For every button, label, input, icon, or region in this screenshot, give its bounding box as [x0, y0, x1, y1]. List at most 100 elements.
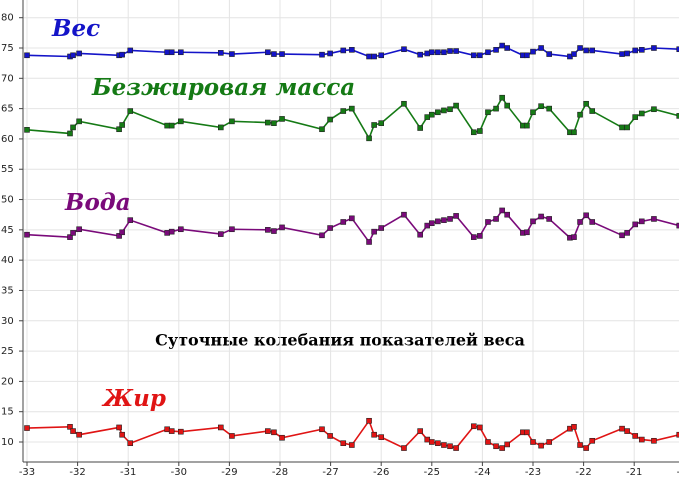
data-point: [76, 118, 82, 125]
data-point: [279, 224, 285, 231]
series-line: [26, 419, 679, 450]
data-point: [676, 46, 679, 53]
data-point: [229, 433, 235, 439]
data-point: [319, 51, 325, 58]
data-point: [168, 428, 175, 434]
data-point: [217, 124, 224, 131]
data-point: [530, 439, 536, 445]
data-point: [327, 433, 333, 439]
data-point: [366, 135, 372, 142]
data-point: [589, 219, 596, 225]
data-point: [319, 126, 325, 133]
data-point: [229, 51, 235, 57]
data-point: [428, 220, 435, 226]
data-point: [164, 230, 170, 236]
data-point: [378, 225, 385, 231]
data-point: [76, 431, 82, 438]
data-point: [632, 114, 639, 120]
data-point: [319, 426, 325, 433]
data-point: [271, 51, 277, 57]
x-tick-label: -23: [525, 467, 541, 478]
data-point: [327, 50, 333, 57]
data-point: [127, 440, 134, 447]
data-point: [271, 228, 277, 234]
data-point: [493, 47, 499, 53]
data-point: [619, 51, 625, 57]
series-label: Жир: [101, 385, 166, 412]
y-tick-label: 60: [1, 134, 14, 145]
data-point: [493, 216, 499, 222]
data-point: [24, 127, 30, 133]
data-point: [589, 437, 596, 444]
data-point: [67, 130, 73, 137]
data-point: [546, 439, 552, 445]
x-tick-label: -22: [575, 467, 591, 478]
data-point: [428, 439, 435, 445]
y-tick-label: 80: [1, 13, 14, 24]
data-point: [265, 49, 271, 56]
data-point: [70, 124, 76, 131]
data-point: [546, 51, 552, 57]
data-point: [577, 219, 583, 225]
y-tick-label: 65: [1, 104, 14, 115]
data-point: [366, 417, 372, 424]
x-tick-label: -27: [322, 467, 338, 478]
data-point: [453, 102, 459, 109]
data-point: [470, 129, 477, 136]
data-point: [401, 46, 407, 53]
data-point: [447, 216, 453, 222]
data-point: [164, 122, 170, 129]
data-point: [441, 107, 447, 114]
data-point: [417, 428, 423, 434]
data-point: [340, 47, 347, 54]
data-point: [164, 426, 170, 433]
y-tick-label: 35: [1, 285, 14, 296]
data-point: [676, 431, 679, 438]
data-point: [470, 234, 477, 240]
series-label: Вес: [51, 15, 100, 42]
data-point: [477, 424, 483, 431]
data-point: [577, 45, 583, 51]
data-point: [164, 49, 170, 56]
data-point: [524, 52, 530, 59]
y-tick-label: 40: [1, 255, 14, 266]
data-point: [530, 48, 536, 55]
data-point: [499, 94, 505, 101]
data-point: [371, 53, 377, 60]
data-point: [119, 229, 125, 236]
data-point: [217, 424, 224, 431]
series-line: [26, 209, 679, 244]
data-point: [116, 126, 122, 133]
data-point: [624, 230, 630, 236]
data-point: [67, 424, 73, 430]
data-point: [624, 428, 630, 434]
x-tick-label: -31: [120, 467, 136, 478]
data-point: [477, 128, 483, 134]
y-tick-label: 55: [1, 164, 14, 175]
data-point: [499, 42, 505, 49]
data-point: [70, 230, 76, 236]
data-point: [428, 49, 435, 56]
x-tick-label: -25: [424, 467, 440, 478]
data-point: [178, 428, 184, 435]
data-point: [493, 443, 499, 450]
data-point: [435, 218, 441, 225]
data-point: [638, 218, 645, 225]
data-point: [577, 442, 583, 448]
data-point: [453, 213, 459, 219]
data-point: [401, 445, 407, 451]
data-point: [632, 47, 639, 54]
x-tick-label: -28: [272, 467, 288, 478]
data-point: [127, 108, 134, 114]
data-point: [435, 49, 441, 56]
data-point: [76, 226, 82, 233]
data-point: [499, 207, 505, 214]
data-point: [119, 51, 125, 58]
data-point: [178, 226, 184, 233]
data-point: [530, 109, 536, 116]
data-point: [116, 233, 122, 239]
data-point: [538, 103, 544, 109]
data-point: [340, 440, 347, 447]
data-point: [447, 106, 453, 113]
